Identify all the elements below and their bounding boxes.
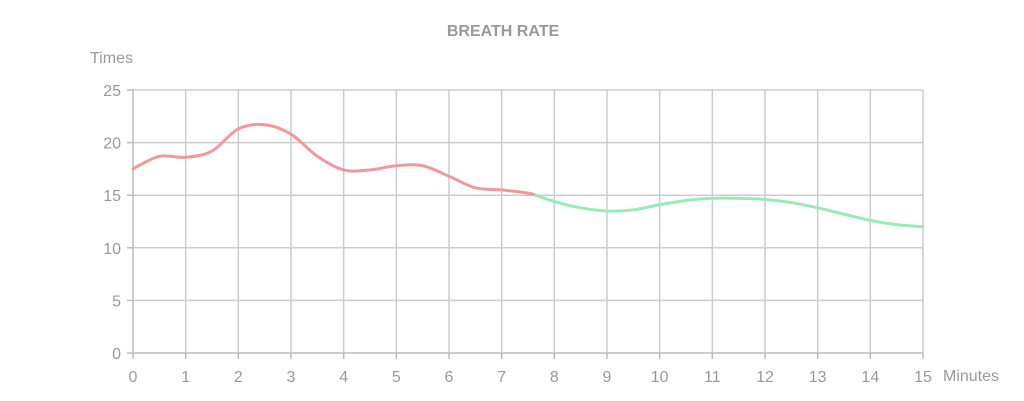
- x-tick-label-12: 12: [756, 369, 774, 386]
- series-line-1: [131, 122, 538, 197]
- series-line-2: [534, 193, 925, 229]
- x-tick-label-14: 14: [861, 369, 879, 386]
- x-tick-label-0: 0: [129, 369, 138, 386]
- x-tick-label-3: 3: [287, 369, 296, 386]
- y-tick-label-15: 15: [103, 188, 121, 205]
- x-tick-label-6: 6: [445, 369, 454, 386]
- y-tick-label-5: 5: [112, 293, 121, 310]
- y-tick-label-0: 0: [112, 346, 121, 363]
- x-tick-label-7: 7: [497, 369, 506, 386]
- grid: [133, 89, 924, 353]
- x-axis-label: Minutes: [943, 368, 999, 385]
- x-tick-label-10: 10: [651, 369, 669, 386]
- y-tick-label-25: 25: [103, 83, 121, 100]
- y-tick-label-20: 20: [103, 136, 121, 153]
- x-tick-label-2: 2: [234, 369, 243, 386]
- x-tick-label-11: 11: [704, 369, 721, 386]
- x-tick-label-13: 13: [809, 369, 827, 386]
- x-tick-label-8: 8: [550, 369, 559, 386]
- x-tick-label-1: 1: [181, 369, 190, 386]
- axes: [127, 89, 924, 359]
- x-tick-label-9: 9: [603, 369, 612, 386]
- x-tick-label-4: 4: [339, 369, 348, 386]
- chart-title: BREATH RATE: [447, 23, 560, 40]
- y-tick-label-10: 10: [103, 241, 121, 258]
- series: [131, 122, 925, 229]
- y-axis-label: Times: [90, 50, 133, 67]
- x-tick-label-15: 15: [914, 369, 932, 386]
- x-tick-label-5: 5: [392, 369, 401, 386]
